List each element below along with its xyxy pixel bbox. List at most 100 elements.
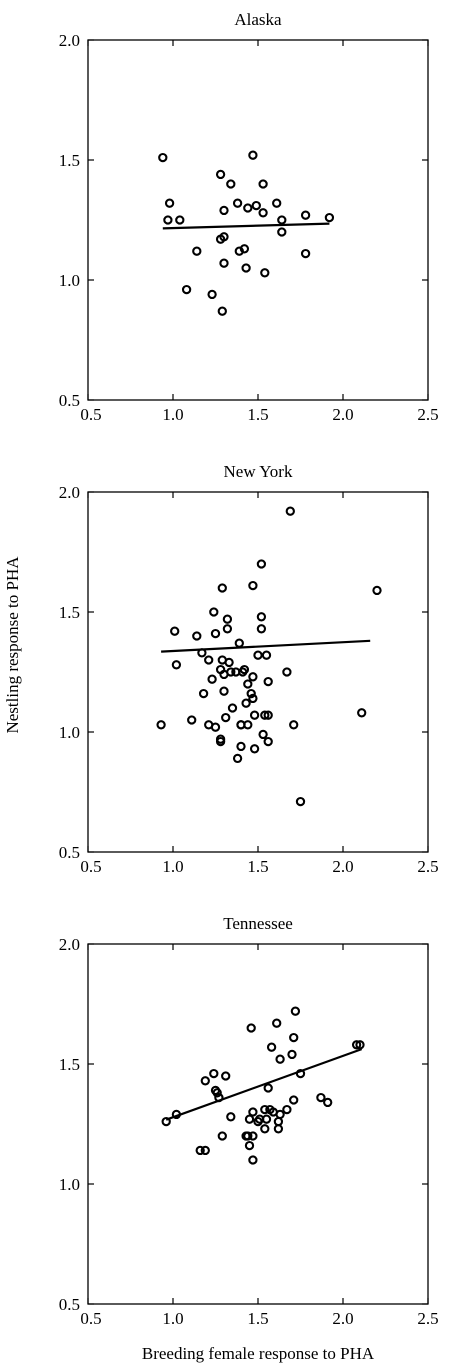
- data-point: [263, 676, 273, 687]
- data-point: [275, 1109, 285, 1120]
- data-point: [207, 289, 217, 300]
- x-tick-label: 1.0: [162, 1309, 183, 1328]
- data-point: [260, 268, 270, 278]
- data-point: [219, 258, 229, 268]
- data-point: [248, 1107, 258, 1117]
- data-point: [256, 559, 267, 569]
- data-point: [266, 1042, 277, 1052]
- data-point: [234, 638, 244, 648]
- data-point: [226, 179, 236, 189]
- data-point: [282, 1104, 292, 1115]
- data-point: [323, 1097, 333, 1108]
- data-point: [195, 1145, 205, 1156]
- data-point: [249, 744, 260, 754]
- data-point: [181, 284, 192, 295]
- y-axis-label: Nestling response to PHA: [3, 556, 22, 734]
- data-point: [236, 741, 246, 752]
- data-point: [222, 624, 233, 634]
- y-tick-label: 0.5: [59, 843, 80, 862]
- data-point: [273, 1116, 284, 1127]
- data-point: [219, 205, 229, 216]
- data-point: [200, 1076, 210, 1086]
- data-point: [260, 710, 270, 720]
- data-point: [217, 306, 227, 316]
- data-point: [219, 686, 229, 696]
- data-point: [170, 626, 180, 636]
- data-point: [163, 215, 173, 225]
- data-point: [212, 1088, 222, 1098]
- data-point: [324, 212, 335, 223]
- data-point: [351, 1040, 362, 1050]
- data-point: [295, 796, 306, 807]
- data-point: [215, 169, 226, 180]
- data-point: [164, 198, 175, 208]
- data-point: [241, 263, 251, 273]
- x-tick-label: 2.5: [417, 1309, 438, 1328]
- panel-title: Alaska: [234, 10, 282, 29]
- data-point: [357, 708, 367, 718]
- data-point: [241, 698, 251, 708]
- data-point: [355, 1040, 365, 1050]
- data-point: [243, 679, 253, 689]
- x-tick-label: 2.0: [332, 857, 353, 876]
- y-tick-label: 0.5: [59, 1295, 80, 1314]
- data-point: [263, 736, 273, 747]
- data-point: [289, 1095, 299, 1105]
- y-tick-label: 1.5: [59, 1055, 80, 1074]
- data-point: [200, 1145, 210, 1156]
- data-point: [192, 246, 202, 256]
- data-point: [210, 722, 221, 732]
- x-tick-label: 1.5: [247, 405, 268, 424]
- regression-line: [161, 639, 371, 653]
- x-tick-label: 2.0: [332, 1309, 353, 1328]
- data-point: [258, 729, 268, 740]
- x-tick-label: 0.5: [80, 405, 101, 424]
- y-tick-label: 0.5: [59, 391, 80, 410]
- data-point: [221, 712, 231, 723]
- y-tick-label: 1.0: [59, 271, 80, 290]
- data-point: [261, 650, 272, 660]
- data-point: [226, 1112, 236, 1122]
- y-tick-label: 1.0: [59, 1175, 80, 1194]
- data-point: [232, 198, 243, 208]
- plot-frame: [87, 39, 429, 401]
- y-tick-label: 2.0: [59, 483, 80, 502]
- x-tick-label: 0.5: [80, 1309, 101, 1328]
- data-point: [207, 674, 217, 684]
- data-point: [243, 203, 253, 213]
- x-tick-label: 1.5: [247, 1309, 268, 1328]
- panel-alaska: Alaska 0.5 1.0 1.5 2.0 2.5 0.5 1.0 1.5 2.0: [59, 10, 439, 424]
- data-point: [300, 210, 311, 220]
- data-point: [209, 1068, 219, 1079]
- data-point: [277, 227, 287, 237]
- data-point: [198, 688, 209, 699]
- data-point: [158, 152, 168, 163]
- data-point: [316, 1092, 326, 1103]
- data-point: [239, 244, 250, 254]
- data-point: [227, 703, 238, 713]
- data-point: [246, 1023, 256, 1033]
- data-point: [253, 650, 263, 660]
- data-point: [215, 234, 226, 244]
- data-point: [275, 1054, 285, 1064]
- data-point: [248, 580, 258, 591]
- data-point: [161, 1116, 171, 1127]
- data-point: [248, 150, 258, 160]
- plot-frame: [87, 491, 429, 853]
- y-tick-label: 2.0: [59, 31, 80, 50]
- data-point: [204, 655, 214, 665]
- x-tick-label: 2.5: [417, 405, 438, 424]
- data-point: [261, 1114, 272, 1124]
- data-point: [192, 631, 202, 641]
- data-point: [222, 614, 233, 624]
- data-point: [248, 1155, 258, 1165]
- data-point: [215, 736, 226, 747]
- data-point: [226, 667, 236, 677]
- data-point: [258, 208, 268, 218]
- data-point: [289, 720, 299, 730]
- panel-new-york: New York 0.5 1.0 1.5 2.0 2.5 0.5 1.0 1.5 2.0: [59, 462, 439, 876]
- y-tick-label: 1.0: [59, 723, 80, 742]
- data-point: [260, 1104, 270, 1115]
- regression-line: [162, 222, 330, 230]
- y-tick-label: 1.5: [59, 151, 80, 170]
